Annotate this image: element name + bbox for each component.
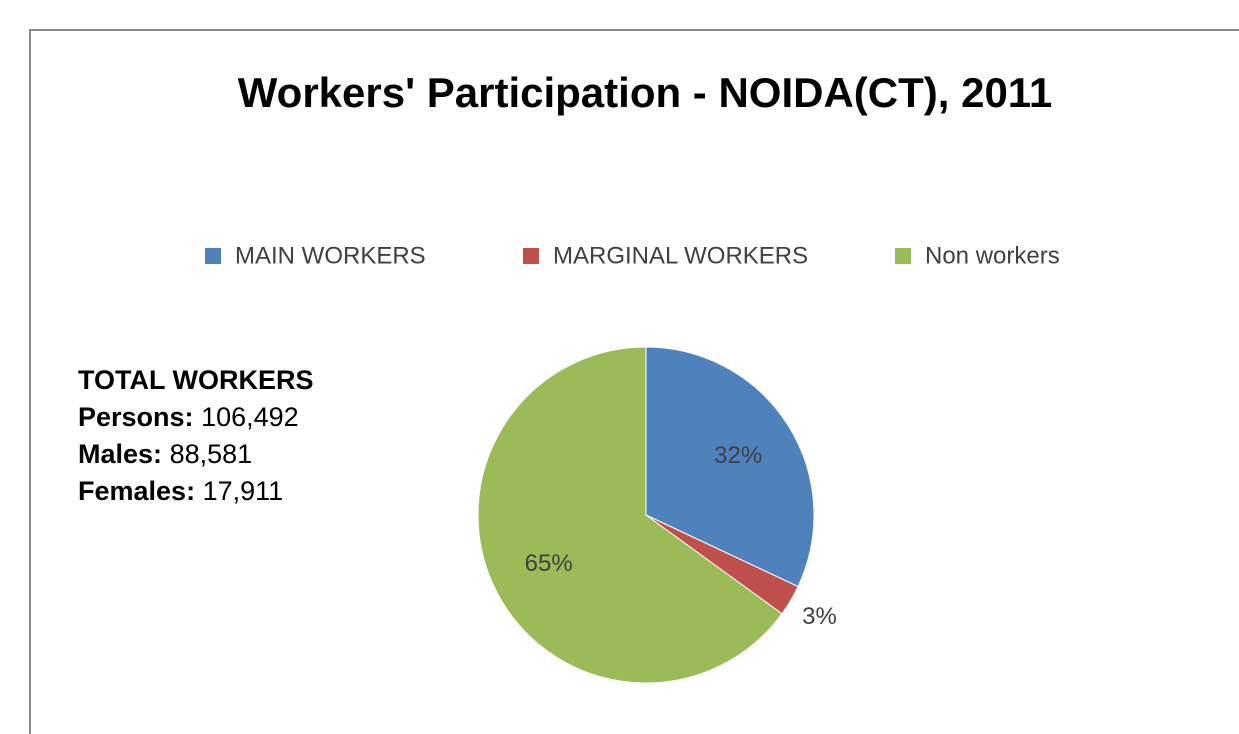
annotation-value: 88,581 [169, 439, 253, 469]
data-label: 3% [802, 603, 837, 630]
data-label: 65% [525, 550, 573, 577]
total-workers-box: TOTAL WORKERS Persons: 106,492 Males: 88,… [78, 362, 314, 510]
legend-label: MAIN WORKERS [235, 242, 426, 269]
annotation-value: 17,911 [202, 476, 284, 506]
annotation-value: 106,492 [201, 402, 299, 432]
annotation-heading: TOTAL WORKERS [78, 365, 314, 395]
legend-label: Non workers [925, 242, 1060, 269]
annotation-label: Persons: [78, 402, 194, 432]
chart-title: Workers' Participation - NOIDA(CT), 2011 [237, 69, 1053, 116]
data-label: 32% [714, 442, 762, 469]
annotation-row: Females: 17,911 [78, 473, 314, 510]
legend-label: MARGINAL WORKERS [553, 242, 808, 269]
annotation-label: Males: [78, 439, 163, 469]
legend-swatch [895, 248, 911, 264]
pie-slice [477, 346, 783, 684]
annotation-row: Persons: 106,492 [78, 399, 314, 436]
pie-slice [645, 346, 815, 588]
annotation-label: Females: [78, 476, 196, 506]
annotation-row: Males: 88,581 [78, 436, 314, 473]
legend-swatch [205, 248, 221, 264]
legend-swatch [523, 248, 539, 264]
